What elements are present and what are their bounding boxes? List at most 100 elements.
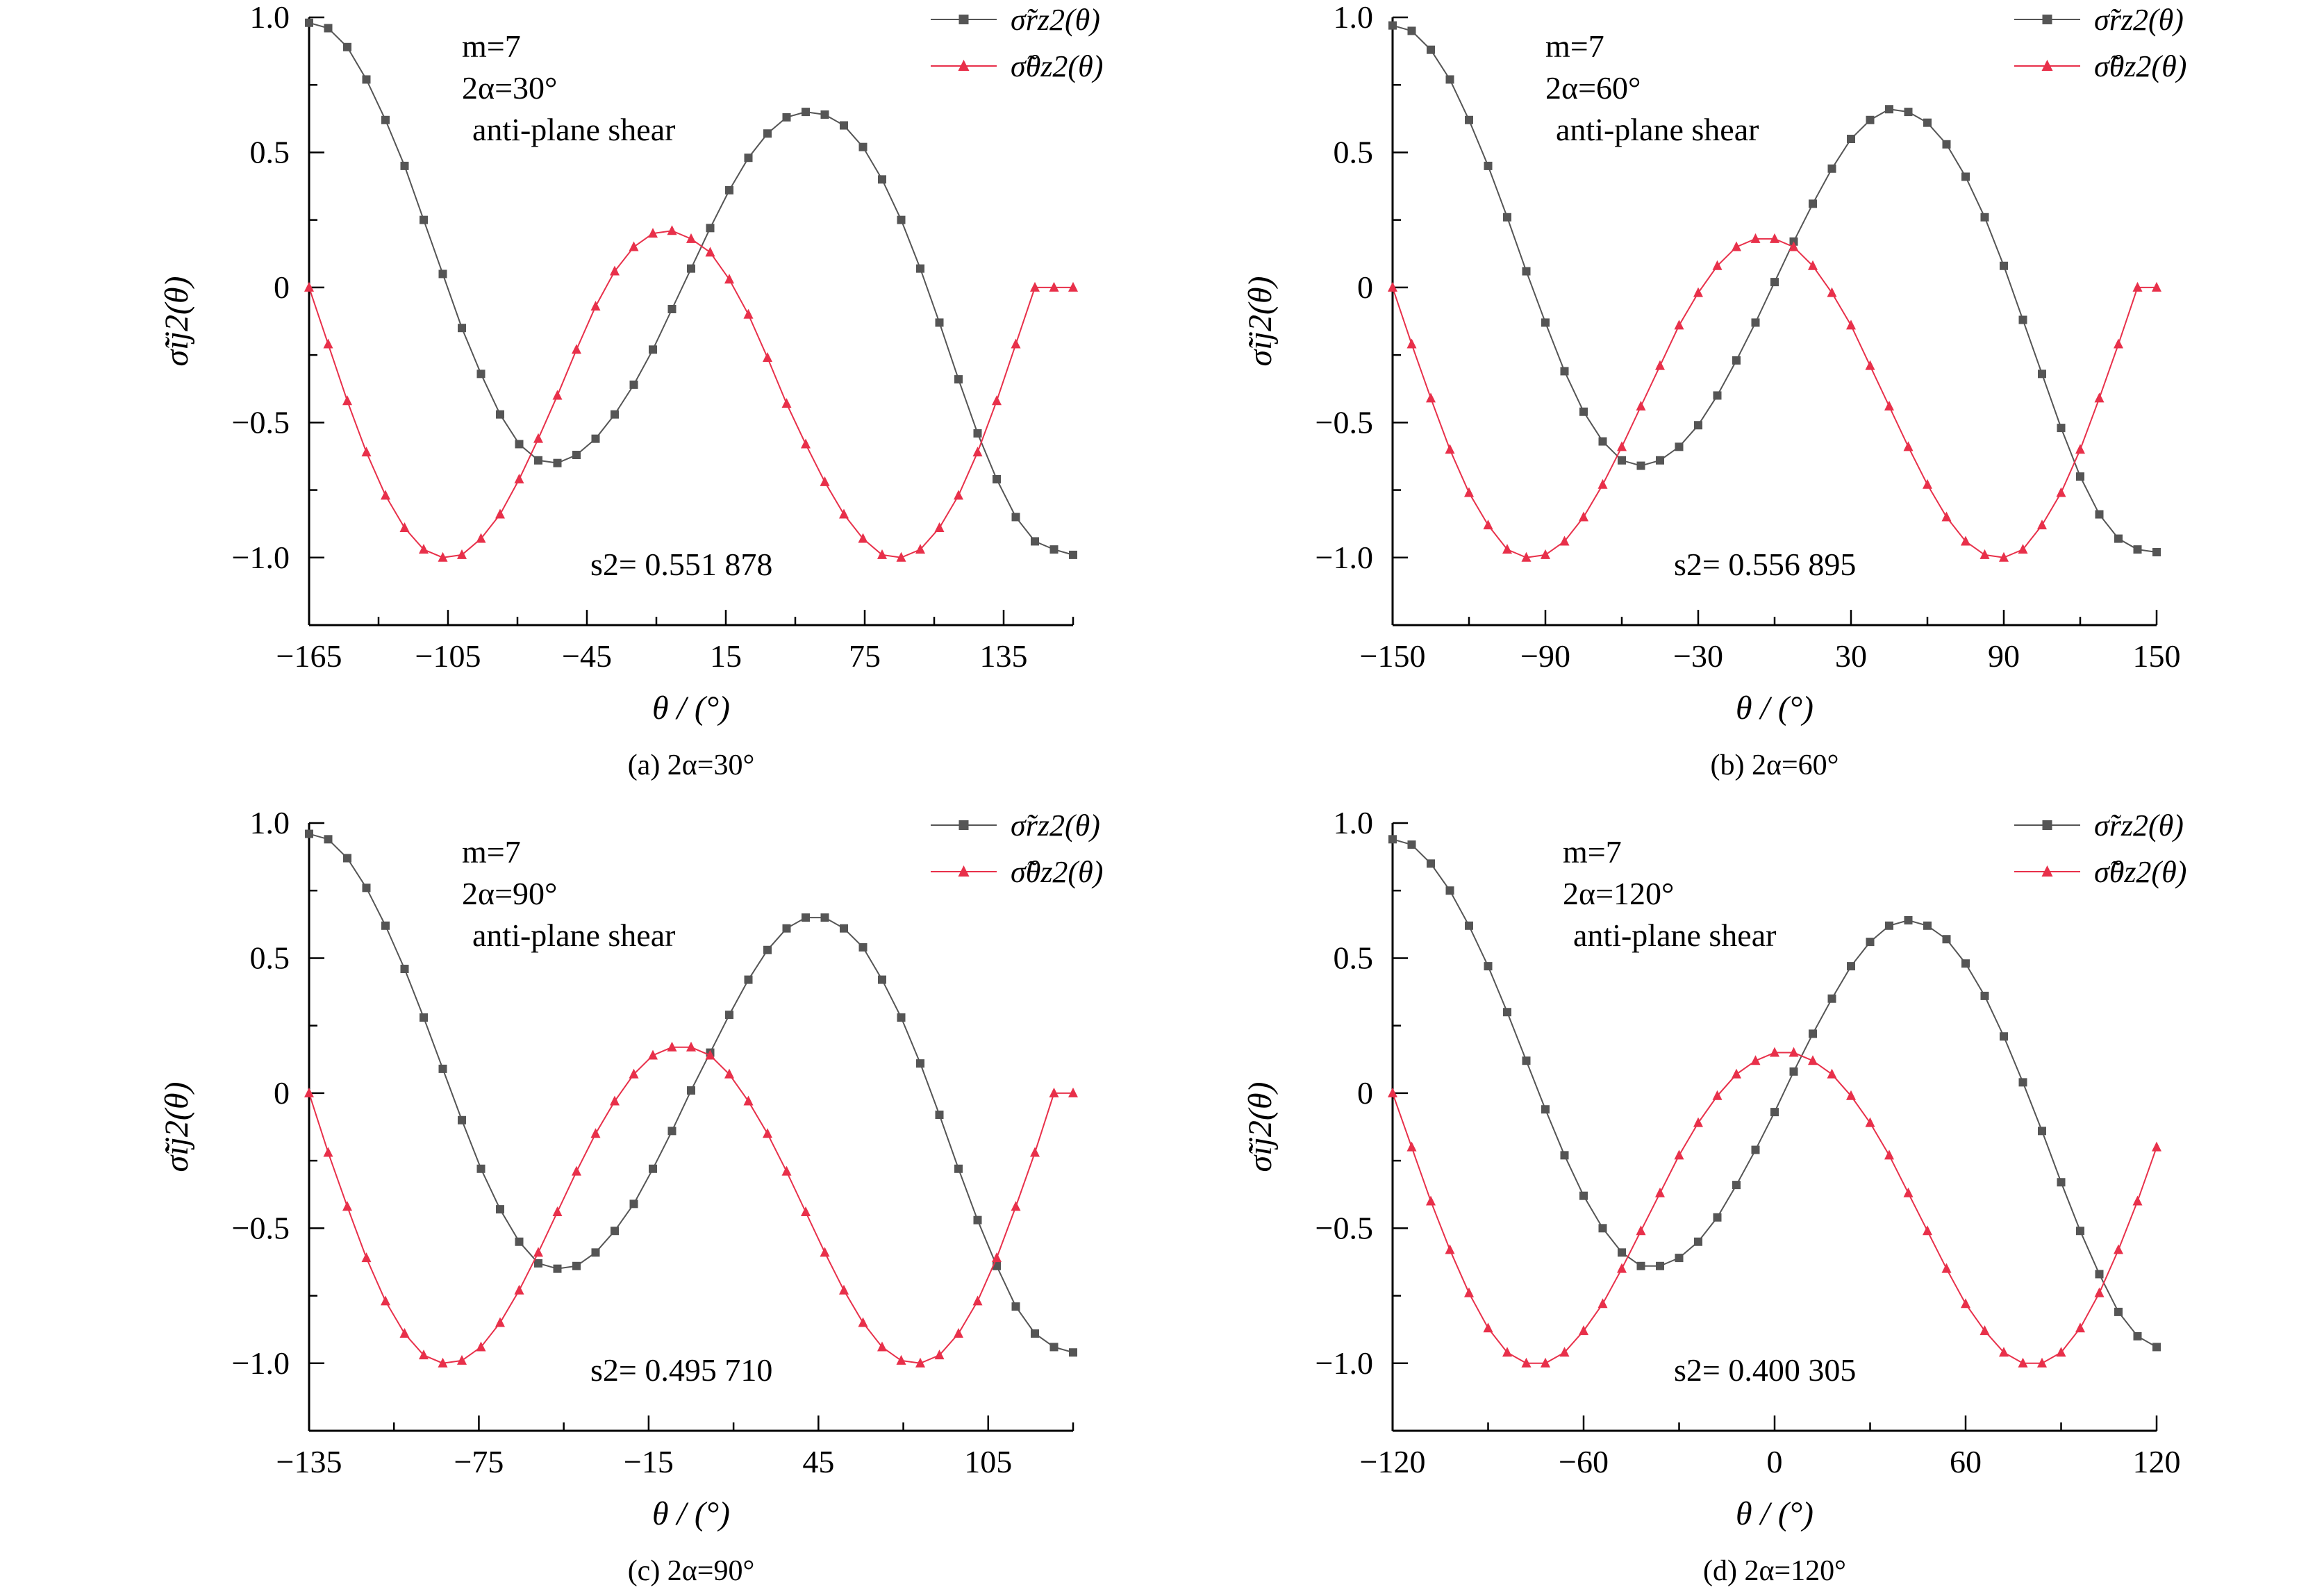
- data-point-square: [1636, 461, 1645, 470]
- data-point-square: [496, 1205, 504, 1214]
- y-tick-label: −0.5: [232, 404, 290, 440]
- data-point-square: [897, 215, 906, 224]
- data-point-triangle: [2018, 544, 2028, 554]
- legend-label-thetaz: σ̃θz2(θ): [1011, 855, 1103, 889]
- annotation-m: m=7: [1545, 28, 1604, 64]
- annotation-alpha: 2α=60°: [1545, 70, 1641, 106]
- data-point-square: [687, 1086, 695, 1095]
- data-point-triangle: [552, 1206, 563, 1216]
- data-point-square: [1885, 921, 1893, 930]
- data-point-triangle: [1884, 401, 1894, 410]
- data-point-triangle: [2075, 444, 2085, 454]
- chart-panel-d: −120 −60 0 60 120 1.0 0.5 0 −0.5 −1.0 σ̃ij2(θ) θ / …: [1084, 805, 2264, 1594]
- legend-label-thetaz: σ̃θz2(θ): [2094, 49, 2186, 83]
- series-line-thetaz: [1392, 238, 2157, 558]
- data-point-triangle: [342, 1201, 352, 1211]
- data-point-triangle: [648, 228, 658, 238]
- chart-panel-a: −165 −105 −45 15 75 135 1.0 0.5 0 −0.5 −1.0 σ̃ij2(θ…: [0, 0, 1181, 788]
- data-point-square: [1445, 75, 1454, 84]
- annotation-m: m=7: [462, 834, 521, 870]
- data-point-square: [802, 108, 810, 117]
- data-point-square: [916, 264, 924, 273]
- data-point-triangle: [724, 274, 734, 284]
- data-point-triangle: [954, 490, 963, 500]
- data-point-square: [2000, 261, 2008, 270]
- data-point-square: [782, 113, 791, 122]
- data-point-square: [305, 18, 313, 27]
- x-tick-label: 60: [1950, 1444, 1982, 1479]
- data-point-square: [2057, 1178, 2066, 1187]
- data-point-triangle: [877, 1341, 887, 1352]
- data-point-triangle: [1865, 360, 1875, 370]
- data-point-triangle: [2037, 520, 2047, 530]
- data-point-square: [496, 410, 504, 419]
- data-point-triangle: [763, 1128, 772, 1138]
- data-point-square: [2000, 1032, 2008, 1041]
- figure-caption: (c) 2α=90°: [628, 1555, 755, 1587]
- data-point-square: [1827, 164, 1836, 173]
- figure-caption: (b) 2α=60°: [1711, 749, 1839, 781]
- data-point-triangle: [1388, 281, 1397, 292]
- y-axis-title: σ̃ij2(θ): [1242, 276, 1279, 367]
- data-point-triangle: [1445, 444, 1455, 454]
- data-point-square: [1713, 1213, 1722, 1222]
- data-point-triangle: [686, 1041, 696, 1052]
- legend-label-rz: σ̃rz2(θ): [2094, 3, 2184, 37]
- data-point-triangle: [1541, 1357, 1550, 1368]
- data-point-triangle: [972, 1295, 983, 1306]
- series-line-thetaz: [308, 230, 1073, 558]
- y-tick-label: 0.5: [250, 940, 290, 975]
- data-point-square: [1694, 421, 1702, 430]
- data-point-triangle: [2114, 1244, 2123, 1254]
- data-point-triangle: [419, 1350, 429, 1360]
- data-point-triangle: [1636, 401, 1646, 410]
- data-point-square: [1579, 407, 1588, 416]
- data-point-triangle: [533, 433, 543, 443]
- data-point-square: [1751, 1145, 1760, 1154]
- data-point-square: [1961, 172, 1970, 181]
- data-point-square: [362, 75, 371, 84]
- chart-svg: −120 −60 0 60 120 1.0 0.5 0 −0.5 −1.0 σ̃ij2(θ) θ / …: [1242, 805, 2186, 1587]
- data-point-triangle: [1617, 1263, 1627, 1273]
- x-tick-label: −30: [1673, 638, 1723, 674]
- annotation-loading: anti-plane shear: [472, 112, 675, 147]
- data-point-triangle: [1732, 1068, 1741, 1079]
- data-point-square: [1465, 921, 1473, 930]
- data-point-triangle: [934, 1350, 945, 1360]
- data-point-triangle: [514, 1284, 524, 1295]
- annotation-loading: anti-plane shear: [472, 918, 675, 953]
- data-point-square: [858, 142, 868, 151]
- data-point-triangle: [2114, 338, 2123, 349]
- data-point-square: [802, 913, 810, 922]
- data-point-square: [993, 475, 1001, 483]
- data-point-triangle: [839, 1284, 849, 1295]
- data-point-square: [1541, 318, 1550, 327]
- data-point-square: [1694, 1237, 1702, 1246]
- data-point-triangle: [1732, 241, 1741, 251]
- data-point-triangle: [934, 522, 945, 532]
- data-point-triangle: [476, 533, 486, 543]
- data-point-triangle: [743, 1095, 754, 1106]
- data-point-triangle: [2152, 281, 2161, 292]
- data-point-triangle: [1655, 360, 1665, 370]
- data-point-triangle: [1712, 1090, 1723, 1100]
- data-point-triangle: [858, 1317, 868, 1327]
- data-point-triangle: [763, 352, 772, 362]
- data-point-triangle: [2132, 1195, 2143, 1206]
- data-point-triangle: [2075, 1322, 2085, 1333]
- data-point-triangle: [2018, 1357, 2028, 1368]
- data-point-triangle: [1770, 1047, 1779, 1057]
- annotation-s2: s2= 0.495 710: [590, 1352, 772, 1388]
- data-point-square: [1789, 1067, 1798, 1076]
- data-point-square: [305, 829, 313, 838]
- data-point-square: [2133, 1331, 2142, 1340]
- data-point-triangle: [1712, 260, 1723, 270]
- data-point-triangle: [1426, 392, 1436, 403]
- data-point-triangle: [1406, 338, 1417, 349]
- x-axis-title: θ / (°): [1736, 1495, 1813, 1532]
- x-tick-label: −165: [276, 638, 342, 674]
- legend-label-rz: σ̃rz2(θ): [1011, 808, 1100, 842]
- chart-svg: −150 −90 −30 30 90 150 1.0 0.5 0 −0.5 −1.0 σ̃ij2(θ)…: [1242, 0, 2186, 781]
- data-point-triangle: [1030, 1147, 1040, 1157]
- data-point-triangle: [590, 1128, 601, 1138]
